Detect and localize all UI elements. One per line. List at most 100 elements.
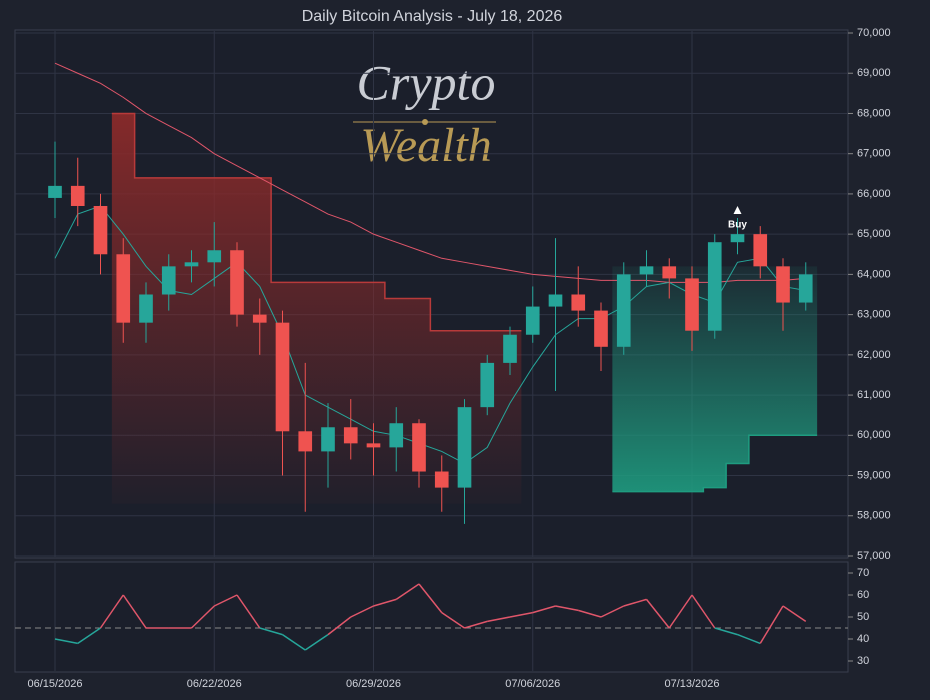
y-tick-label: 58,000 <box>857 510 891 522</box>
y-tick-label: 64,000 <box>857 268 891 280</box>
candle-body <box>139 294 153 323</box>
x-tick-label: 06/29/2026 <box>346 678 401 690</box>
candle-body <box>161 266 176 295</box>
candle-body <box>525 306 540 335</box>
y-tick-label: 63,000 <box>857 309 891 321</box>
rsi-segment <box>782 605 807 623</box>
rsi-segment <box>578 609 602 618</box>
y-tick-label: 69,000 <box>857 67 891 79</box>
y-tick-label: 67,000 <box>857 148 891 160</box>
rsi-segment <box>350 605 374 618</box>
candle-body <box>594 310 608 347</box>
rsi-segment <box>327 616 352 636</box>
rsi-segment <box>532 605 556 614</box>
rsi-segment <box>464 620 488 629</box>
y-tick-label: 57,000 <box>857 550 891 562</box>
rsi-panel <box>14 561 849 673</box>
watermark-dot <box>422 119 428 125</box>
rsi-segment <box>54 638 78 645</box>
candle-body <box>571 294 586 311</box>
rsi-segment <box>99 594 124 629</box>
x-tick-label: 06/15/2026 <box>27 678 82 690</box>
candle-body <box>776 266 790 303</box>
rsi-segment <box>259 627 283 636</box>
y-tick-label: 68,000 <box>857 107 891 119</box>
rsi-segment <box>282 633 306 651</box>
rsi-segment <box>213 594 238 607</box>
x-tick-label: 07/06/2026 <box>505 678 560 690</box>
rsi-y-tick-label: 40 <box>857 633 869 645</box>
candle-body <box>753 234 768 267</box>
resistance-edge <box>111 112 522 332</box>
candle-body <box>685 278 699 331</box>
ma-line <box>54 62 806 283</box>
candle-body <box>321 427 335 452</box>
candle-body <box>48 185 62 198</box>
rsi-segment <box>190 605 215 629</box>
x-tick-label: 07/13/2026 <box>664 678 719 690</box>
candle-body <box>707 242 722 331</box>
rsi-segment <box>623 598 647 607</box>
candle-body <box>207 250 222 263</box>
y-tick-label: 66,000 <box>857 188 891 200</box>
candle-body <box>252 314 267 323</box>
rsi-y-tick-label: 50 <box>857 611 869 623</box>
rsi-y-tick-label: 70 <box>857 567 869 579</box>
candle-body <box>662 266 677 279</box>
y-tick-label: 60,000 <box>857 429 891 441</box>
rsi-segment <box>600 605 625 618</box>
resistance-band <box>111 113 522 504</box>
candle-body <box>184 262 199 267</box>
buy-marker <box>733 206 742 215</box>
rsi-segment <box>555 605 579 612</box>
candle-body <box>366 443 381 448</box>
candle-body <box>230 250 244 315</box>
rsi-segment <box>714 627 738 636</box>
rsi-segment <box>236 594 261 629</box>
candle-body <box>434 471 449 488</box>
rsi-segment <box>122 594 147 629</box>
rsi-y-tick-label: 60 <box>857 589 869 601</box>
rsi-segment <box>668 594 693 629</box>
candle-body <box>480 362 495 408</box>
y-tick-label: 70,000 <box>857 27 891 39</box>
candle-body <box>730 234 745 243</box>
y-tick-label: 61,000 <box>857 389 891 401</box>
chart-title: Daily Bitcoin Analysis - July 18, 2026 <box>302 8 563 25</box>
candle-body <box>116 254 131 323</box>
candle-body <box>548 294 563 307</box>
rsi-segment <box>395 583 420 601</box>
candle-body <box>70 185 85 206</box>
y-tick-label: 62,000 <box>857 349 891 361</box>
candle-body <box>93 205 108 255</box>
candle-body <box>412 423 426 472</box>
candle-body <box>503 334 517 363</box>
candle-body <box>343 427 358 444</box>
rsi-segment <box>373 598 397 607</box>
y-tick-label: 59,000 <box>857 469 891 481</box>
watermark: Wealth <box>360 119 492 172</box>
candle-body <box>457 407 472 488</box>
rsi-segment <box>737 633 761 645</box>
candle-body <box>389 423 404 448</box>
rsi-segment <box>509 611 533 618</box>
rsi-segment <box>759 605 784 644</box>
y-tick-label: 65,000 <box>857 228 891 240</box>
candle-body <box>275 322 290 432</box>
candle-body <box>616 274 631 347</box>
rsi-segment <box>487 616 511 623</box>
candle-body <box>798 274 813 303</box>
buy-label: Buy <box>728 220 747 231</box>
rsi-y-tick-label: 30 <box>857 655 869 667</box>
ma-line <box>54 205 806 465</box>
rsi-segment <box>418 583 443 614</box>
rsi-segment <box>691 594 716 629</box>
rsi-segment <box>441 611 465 629</box>
rsi-segment <box>77 627 101 645</box>
candle-body <box>639 266 654 275</box>
x-tick-label: 06/22/2026 <box>187 678 242 690</box>
rsi-segment <box>304 633 329 651</box>
watermark: Crypto <box>357 54 496 110</box>
rsi-segment <box>645 598 670 629</box>
